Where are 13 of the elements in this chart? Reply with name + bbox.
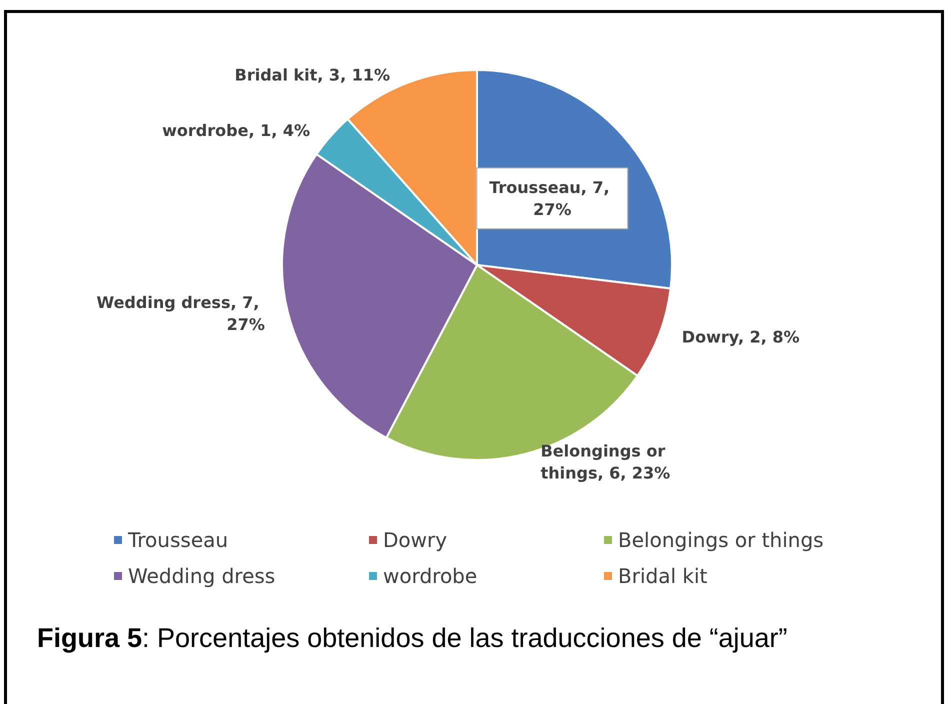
data-label: wordrobe, 1, 4%: [162, 120, 310, 140]
data-label: Wedding dress, 7, 27%: [96, 293, 265, 334]
data-label: Dowry, 2, 8%: [682, 327, 800, 346]
legend-label: Dowry: [383, 528, 448, 552]
legend-label: Wedding dress: [128, 564, 276, 588]
legend-label: wordrobe: [383, 564, 478, 588]
data-label: Belongings or things, 6, 23%: [540, 442, 671, 483]
legend-label: Trousseau: [127, 528, 228, 552]
data-label: Bridal kit, 3, 11%: [234, 66, 390, 85]
legend-label: Bridal kit: [618, 564, 708, 588]
legend-label: Belongings or things: [618, 528, 824, 552]
text: Figura 5: Porcentajes obtenidos de las traducciones de “ajuar”: [37, 623, 788, 654]
data-label: Trousseau, 7, 27%: [489, 178, 616, 219]
